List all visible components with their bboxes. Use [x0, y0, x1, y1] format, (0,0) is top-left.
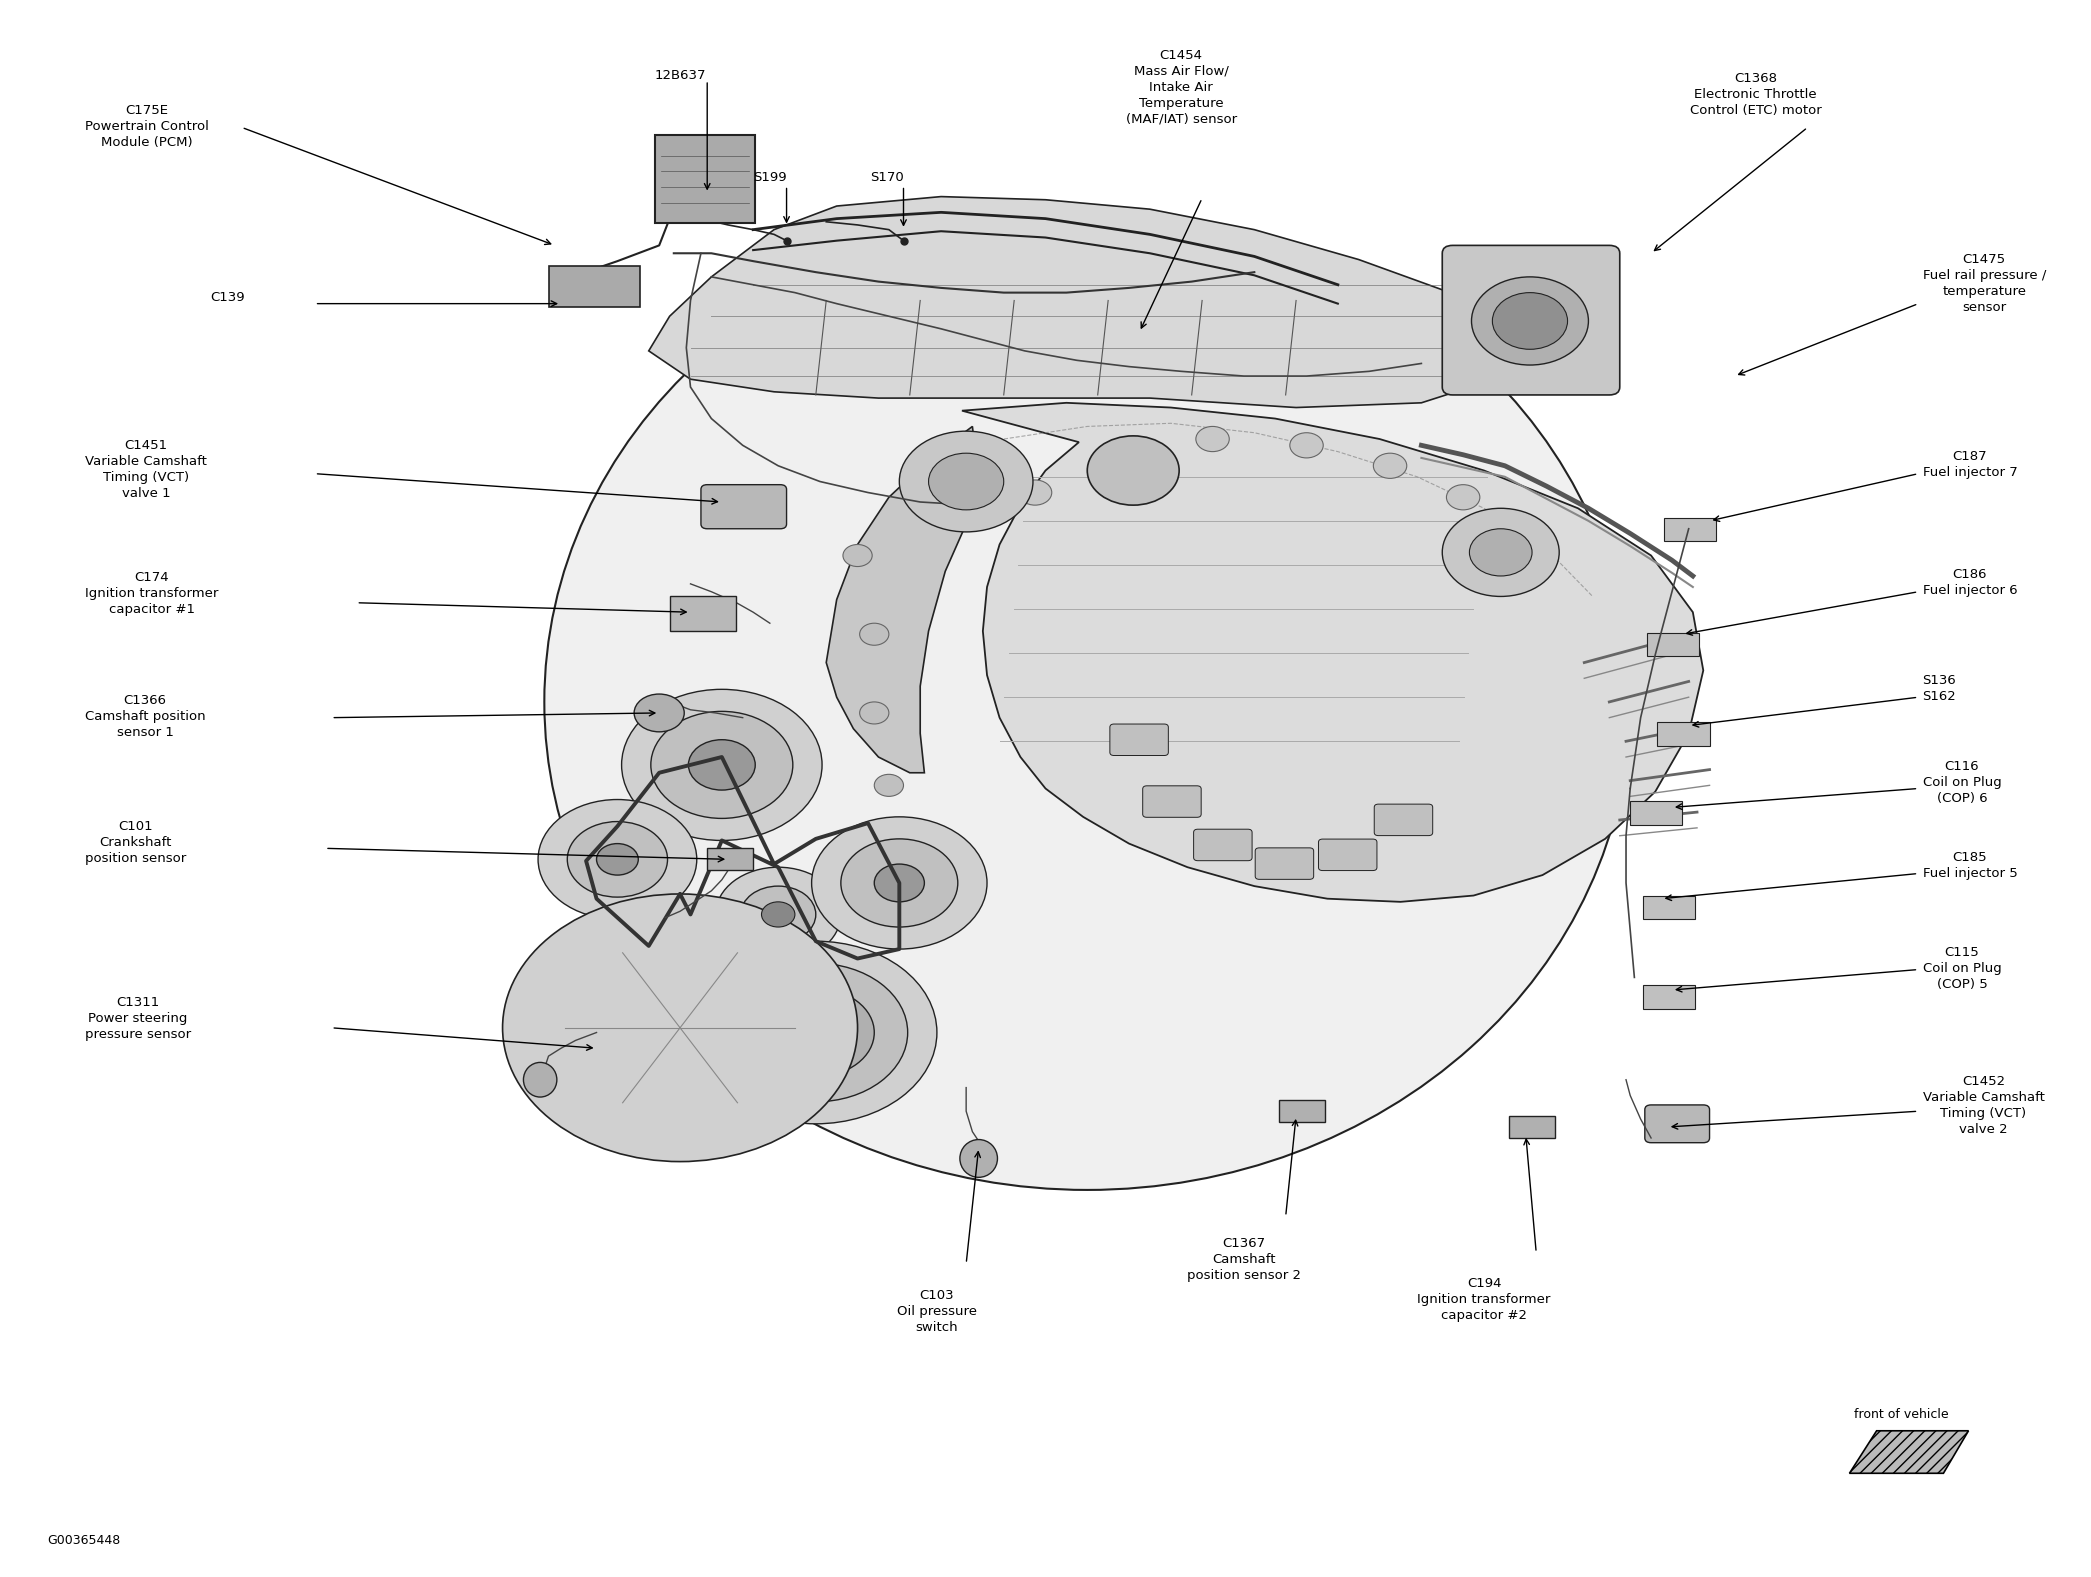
Bar	[1631, 801, 1683, 825]
Ellipse shape	[960, 1140, 997, 1178]
Text: S170: S170	[870, 172, 903, 185]
Circle shape	[617, 981, 742, 1076]
Circle shape	[596, 844, 638, 875]
Text: C1475
Fuel rail pressure /
temperature
sensor: C1475 Fuel rail pressure / temperature s…	[1922, 254, 2045, 314]
Circle shape	[1196, 426, 1230, 451]
Circle shape	[1470, 528, 1533, 576]
Circle shape	[843, 544, 872, 566]
Circle shape	[1102, 445, 1135, 470]
Text: 12B637: 12B637	[654, 69, 707, 82]
Circle shape	[567, 822, 667, 897]
FancyBboxPatch shape	[669, 596, 736, 631]
Text: C187
Fuel injector 7: C187 Fuel injector 7	[1922, 449, 2018, 479]
Circle shape	[723, 964, 907, 1102]
Circle shape	[928, 453, 1004, 509]
Circle shape	[874, 864, 924, 902]
Circle shape	[811, 817, 987, 949]
Text: C139: C139	[211, 290, 245, 304]
FancyBboxPatch shape	[548, 267, 640, 308]
FancyBboxPatch shape	[654, 136, 755, 224]
Circle shape	[502, 894, 857, 1162]
Bar	[1644, 986, 1696, 1009]
Text: front of vehicle: front of vehicle	[1855, 1408, 1949, 1421]
Text: C1454
Mass Air Flow/
Intake Air
Temperature
(MAF/IAT) sensor: C1454 Mass Air Flow/ Intake Air Temperat…	[1125, 49, 1236, 126]
Circle shape	[841, 839, 958, 927]
Circle shape	[537, 921, 822, 1135]
Circle shape	[715, 867, 841, 962]
Circle shape	[650, 711, 792, 818]
Text: C1368
Electronic Throttle
Control (ETC) motor: C1368 Electronic Throttle Control (ETC) …	[1690, 73, 1821, 117]
Bar	[1664, 517, 1717, 541]
Text: C101
Crankshaft
position sensor: C101 Crankshaft position sensor	[86, 820, 186, 864]
Text: C116
Coil on Plug
(COP) 6: C116 Coil on Plug (COP) 6	[1922, 760, 2001, 806]
Circle shape	[1493, 293, 1568, 349]
Ellipse shape	[544, 214, 1631, 1191]
Circle shape	[740, 886, 815, 943]
Circle shape	[1290, 432, 1324, 457]
Text: G00365448: G00365448	[48, 1534, 121, 1547]
Circle shape	[688, 740, 755, 790]
Bar	[1644, 896, 1696, 919]
FancyBboxPatch shape	[1374, 804, 1432, 836]
FancyBboxPatch shape	[1142, 785, 1200, 817]
Circle shape	[1472, 278, 1589, 364]
FancyBboxPatch shape	[700, 484, 786, 528]
Bar	[707, 848, 753, 871]
Bar	[1280, 1101, 1326, 1123]
Circle shape	[790, 1014, 841, 1052]
Text: C185
Fuel injector 5: C185 Fuel injector 5	[1922, 852, 2018, 880]
FancyBboxPatch shape	[1443, 246, 1621, 394]
Text: C1311
Power steering
pressure sensor: C1311 Power steering pressure sensor	[86, 997, 190, 1041]
FancyBboxPatch shape	[1646, 1105, 1710, 1143]
Circle shape	[874, 774, 903, 796]
Text: C115
Coil on Plug
(COP) 5: C115 Coil on Plug (COP) 5	[1922, 946, 2001, 990]
Polygon shape	[826, 426, 979, 773]
Text: C186
Fuel injector 6: C186 Fuel injector 6	[1922, 568, 2018, 598]
Polygon shape	[648, 197, 1506, 407]
Circle shape	[621, 689, 822, 841]
Circle shape	[579, 953, 780, 1104]
Text: C194
Ignition transformer
capacitor #2: C194 Ignition transformer capacitor #2	[1418, 1276, 1552, 1322]
Text: C103
Oil pressure
switch: C103 Oil pressure switch	[897, 1288, 976, 1334]
Circle shape	[694, 941, 937, 1124]
Text: C1452
Variable Camshaft
Timing (VCT)
valve 2: C1452 Variable Camshaft Timing (VCT) val…	[1922, 1076, 2045, 1135]
Polygon shape	[962, 402, 1704, 902]
Circle shape	[859, 623, 889, 645]
Text: S136
S162: S136 S162	[1922, 673, 1957, 703]
Text: C1367
Camshaft
position sensor 2: C1367 Camshaft position sensor 2	[1188, 1236, 1301, 1282]
Circle shape	[1374, 453, 1407, 478]
Circle shape	[634, 694, 684, 732]
Circle shape	[1506, 524, 1539, 549]
Circle shape	[757, 989, 874, 1077]
Circle shape	[1447, 484, 1480, 509]
FancyBboxPatch shape	[1255, 848, 1313, 880]
Polygon shape	[1848, 1430, 1968, 1473]
Text: S199: S199	[753, 172, 786, 185]
Circle shape	[1443, 508, 1560, 596]
Circle shape	[761, 902, 795, 927]
FancyBboxPatch shape	[1319, 839, 1378, 871]
Circle shape	[899, 431, 1033, 531]
Circle shape	[859, 702, 889, 724]
Circle shape	[1087, 435, 1179, 505]
FancyBboxPatch shape	[1110, 724, 1169, 755]
Circle shape	[1018, 479, 1052, 505]
Text: C174
Ignition transformer
capacitor #1: C174 Ignition transformer capacitor #1	[86, 571, 217, 617]
Text: C1366
Camshaft position
sensor 1: C1366 Camshaft position sensor 1	[86, 694, 205, 740]
Circle shape	[537, 800, 696, 919]
Bar	[1658, 722, 1710, 746]
Bar	[1648, 632, 1700, 656]
FancyBboxPatch shape	[1194, 830, 1253, 861]
Text: C175E
Powertrain Control
Module (PCM): C175E Powertrain Control Module (PCM)	[86, 104, 209, 148]
Bar	[1510, 1117, 1556, 1139]
Text: C1451
Variable Camshaft
Timing (VCT)
valve 1: C1451 Variable Camshaft Timing (VCT) val…	[86, 438, 207, 500]
Circle shape	[650, 1006, 709, 1050]
Ellipse shape	[523, 1063, 556, 1098]
